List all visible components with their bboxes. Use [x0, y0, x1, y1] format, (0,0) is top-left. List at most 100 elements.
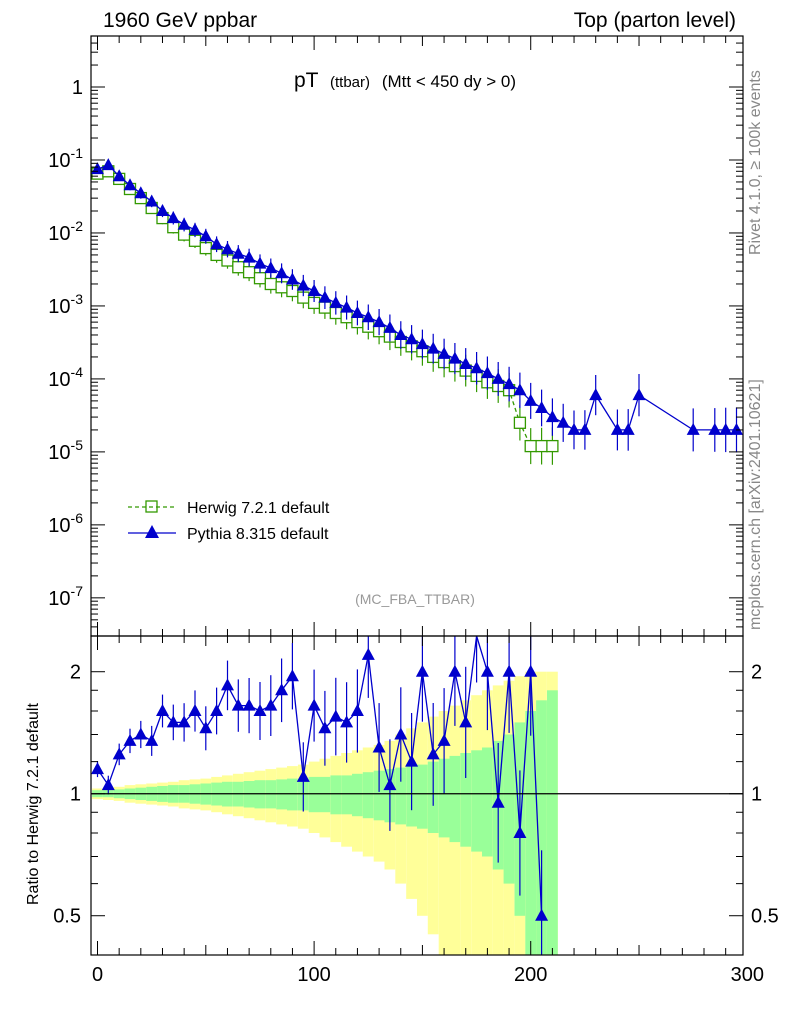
data-point-pythia: [340, 300, 354, 313]
data-point-pythia: [156, 204, 169, 216]
data-point-pythia: [459, 357, 473, 369]
ratio-y-tick-label-right: 1: [751, 784, 762, 806]
data-point-pythia: [372, 315, 386, 328]
ratio-y-tick-label-right: 2: [751, 662, 762, 684]
data-point-pythia: [730, 422, 743, 435]
ratio-data-point: [156, 704, 169, 716]
data-point-pythia: [221, 242, 234, 255]
data-point-pythia: [101, 158, 115, 171]
ratio-data-point: [394, 727, 408, 740]
data-point-pythia: [188, 222, 202, 235]
data-point-pythia: [134, 186, 148, 199]
ratio-frame: [90, 635, 744, 956]
data-point-pythia: [610, 422, 624, 435]
ratio-data-point: [253, 704, 267, 716]
ratio-data-point: [242, 698, 256, 711]
data-point-pythia: [394, 328, 408, 340]
x-tick-label: 100: [297, 964, 330, 986]
data-point-pythia: [567, 422, 581, 435]
ratio-data-point: [535, 908, 549, 921]
ratio-data-point: [361, 647, 375, 660]
data-point-pythia: [275, 266, 289, 279]
ratio-data-point: [524, 664, 538, 677]
plot-title-sub: (ttbar): [330, 74, 370, 91]
ratio-data-point: [340, 715, 354, 728]
x-tick-label: 300: [731, 964, 764, 986]
data-point-pythia: [361, 310, 375, 323]
ratio-data-point: [307, 698, 321, 711]
data-point-pythia: [285, 272, 299, 285]
ratio-data-point: [502, 664, 516, 677]
data-point-pythia: [329, 295, 343, 308]
data-point-pythia: [307, 284, 321, 296]
y-tick-label: 10-4: [48, 364, 83, 391]
data-point-herwig: [524, 439, 537, 453]
data-point-pythia: [437, 346, 451, 359]
data-point-pythia: [199, 229, 213, 242]
data-point-pythia: [405, 332, 419, 345]
ratio-data-point: [426, 747, 440, 760]
y-tick-label: 10-2: [48, 218, 83, 245]
ratio-data-point: [480, 664, 494, 677]
data-point-pythia: [470, 361, 484, 374]
ratio-data-point: [199, 721, 213, 734]
ratio-data-point: [415, 664, 429, 677]
ratio-data-point: [459, 715, 473, 728]
data-point-herwig: [242, 266, 256, 279]
ratio-data-point: [91, 762, 104, 775]
data-point-pythia: [242, 250, 256, 263]
data-point-pythia: [632, 388, 646, 401]
uncertainty-band-inner: [308, 776, 320, 813]
ratio-data-point: [123, 733, 137, 746]
legend: Herwig 7.2.1 default Pythia 8.315 defaul…: [128, 500, 330, 543]
ratio-y-tick-label-right: 0.5: [751, 906, 779, 928]
plot-title-main: pT: [294, 69, 319, 92]
data-point-pythia: [350, 306, 364, 318]
uncertainty-band-inner: [362, 772, 374, 819]
data-point-pythia: [621, 422, 635, 435]
y-tick-label: 10-5: [48, 437, 83, 464]
data-point-herwig: [199, 241, 212, 255]
x-tick-label: 0: [92, 964, 103, 986]
ratio-data-point: [329, 709, 343, 722]
ratio-data-point: [264, 698, 278, 711]
data-point-pythia: [535, 401, 549, 413]
main-frame: [90, 35, 744, 637]
uncertainty-band-inner: [395, 767, 407, 825]
data-point-pythia: [719, 422, 733, 435]
ratio-data-point: [491, 795, 505, 808]
ratio-data-point: [210, 704, 224, 716]
uncertainty-band-inner: [536, 700, 547, 955]
data-point-herwig: [513, 416, 527, 429]
data-point-pythia: [253, 256, 267, 269]
data-point-herwig: [535, 439, 548, 453]
plot-title: pT (ttbar) (Mtt < 450 dy > 0): [294, 69, 516, 92]
data-point-pythia: [231, 246, 245, 259]
ratio-data-point: [177, 715, 191, 728]
uncertainty-band-inner: [352, 773, 363, 817]
data-point-herwig: [253, 272, 267, 285]
ratio-y-tick-label: 2: [70, 662, 81, 684]
data-point-herwig: [232, 261, 245, 274]
ratio-data-point: [296, 769, 310, 782]
analysis-label: (MC_FBA_TTBAR): [355, 591, 475, 607]
ratio-y-tick-label: 0.5: [53, 906, 81, 928]
data-point-pythia: [383, 320, 397, 333]
ratio-data-point: [383, 778, 397, 791]
ratio-series-layer: [91, 635, 549, 955]
plot-title-cut: (Mtt < 450 dy > 0): [382, 72, 516, 91]
y-tick-label: 10-6: [48, 510, 83, 537]
uncertainty-band-inner: [319, 776, 331, 813]
ratio-data-point: [275, 683, 289, 696]
data-point-herwig: [546, 439, 559, 453]
data-point-pythia: [166, 211, 180, 224]
data-point-pythia: [578, 422, 592, 435]
data-point-herwig: [275, 281, 288, 294]
data-point-pythia: [210, 237, 224, 250]
legend-herwig-label: Herwig 7.2.1 default: [187, 500, 330, 517]
data-point-pythia: [415, 337, 429, 350]
data-point-pythia: [524, 393, 538, 406]
uncertainty-band-inner: [471, 750, 482, 852]
data-point-pythia: [502, 377, 516, 390]
